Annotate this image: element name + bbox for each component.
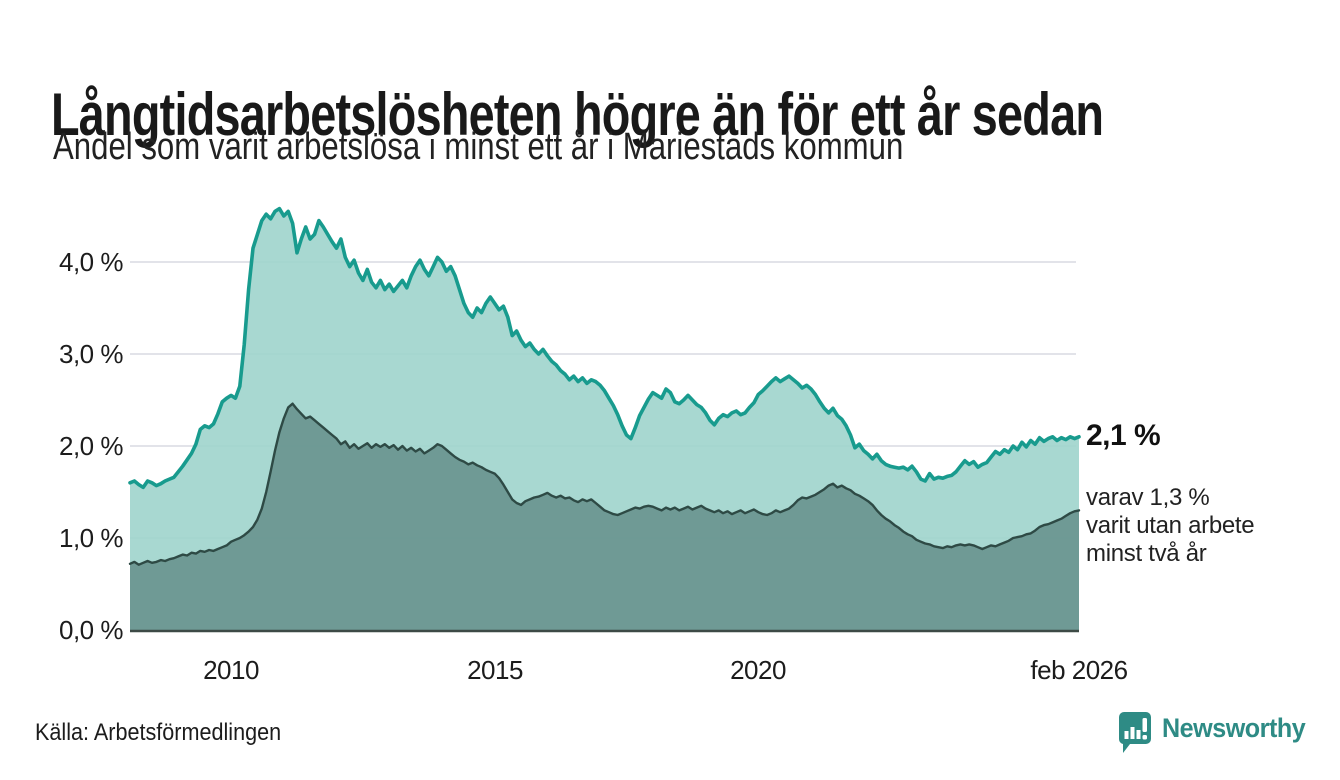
y-axis-tick-label: 1,0 % [59, 523, 124, 553]
page-subtitle: Andel som varit arbetslösa i minst ett å… [53, 126, 904, 168]
page-title: Långtidsarbetslösheten högre än för ett … [51, 81, 1104, 149]
newsworthy-logo-icon [1119, 712, 1151, 753]
series-twoyear-line [128, 402, 1081, 566]
latest-subvalue-line: varav 1,3 % [1086, 484, 1210, 511]
x-axis-tick-label: 2010 [203, 655, 259, 685]
y-axis-tick-label: 0,0 % [59, 615, 124, 645]
y-axis-tick-label: 2,0 % [59, 431, 124, 461]
latest-value-label: 2,1 % [1086, 419, 1161, 452]
series-twoyear-area [130, 403, 1079, 630]
y-axis-tick-label: 3,0 % [59, 339, 124, 369]
brand-name: Newsworthy [1162, 713, 1306, 743]
latest-subvalue-label: varav 1,3 % varit utan arbete minst två … [1086, 484, 1255, 568]
x-axis-tick-label: 2020 [730, 655, 786, 685]
y-axis-tick-label: 4,0 % [59, 247, 124, 277]
x-axis-tick-label: feb 2026 [1030, 655, 1128, 685]
latest-subvalue-line: varit utan arbete [1086, 512, 1255, 539]
source-attribution: Källa: Arbetsförmedlingen [35, 719, 282, 746]
brand-logo: Newsworthy [1117, 710, 1316, 756]
latest-subvalue-line: minst två år [1086, 540, 1207, 567]
series-total-line [128, 206, 1081, 490]
x-axis-tick-label: 2015 [467, 655, 523, 685]
